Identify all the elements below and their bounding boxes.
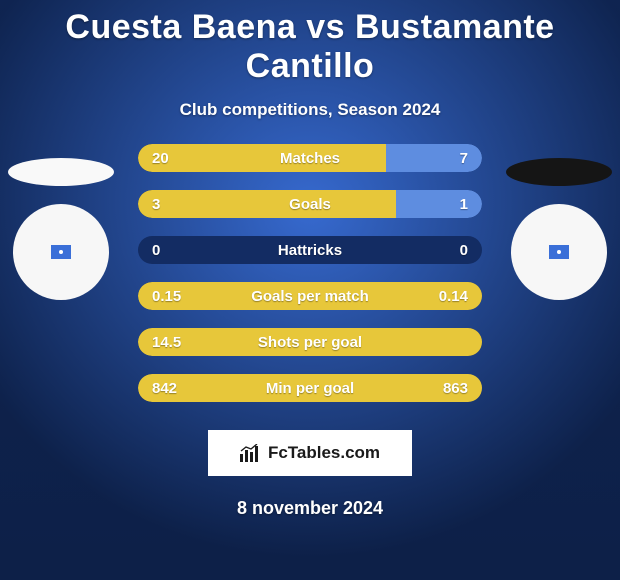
player-left-avatar	[13, 204, 109, 300]
stat-row: 3Goals1	[138, 190, 482, 218]
player-right-column	[504, 158, 614, 398]
stat-right-value: 1	[460, 190, 468, 218]
stat-row: 842Min per goal863	[138, 374, 482, 402]
comparison-subtitle: Club competitions, Season 2024	[0, 100, 620, 120]
player-right-avatar	[511, 204, 607, 300]
stat-label: Hattricks	[138, 236, 482, 264]
bar-chart-icon	[240, 444, 262, 462]
stat-right-value: 863	[443, 374, 468, 402]
fctables-logo: FcTables.com	[208, 430, 412, 476]
stat-bars: 20Matches7 3Goals1 0Hattricks0 0.15Goals pe…	[138, 144, 482, 420]
comparison-area: 20Matches73Goals10Hattricks00.15Goals pe…	[0, 158, 620, 428]
stat-right-value: 7	[460, 144, 468, 172]
stat-row: 14.5Shots per goal	[138, 328, 482, 356]
stat-label: Goals per match	[138, 282, 482, 310]
player-right-flag-icon	[549, 245, 569, 259]
stat-label: Matches	[138, 144, 482, 172]
player-left-flag-icon	[51, 245, 71, 259]
fctables-logo-text: FcTables.com	[268, 443, 380, 463]
stat-row: 20Matches7	[138, 144, 482, 172]
stat-right-value: 0.14	[439, 282, 468, 310]
comparison-title: Cuesta Baena vs Bustamante Cantillo	[0, 0, 620, 86]
snapshot-date: 8 november 2024	[0, 498, 620, 519]
player-left-column	[6, 158, 116, 398]
stat-label: Goals	[138, 190, 482, 218]
stat-row: 0.15Goals per match0.14	[138, 282, 482, 310]
player-right-ellipse	[506, 158, 612, 186]
player-left-ellipse	[8, 158, 114, 186]
stat-label: Min per goal	[138, 374, 482, 402]
stat-label: Shots per goal	[138, 328, 482, 356]
stat-row: 0Hattricks0	[138, 236, 482, 264]
stat-right-value: 0	[460, 236, 468, 264]
